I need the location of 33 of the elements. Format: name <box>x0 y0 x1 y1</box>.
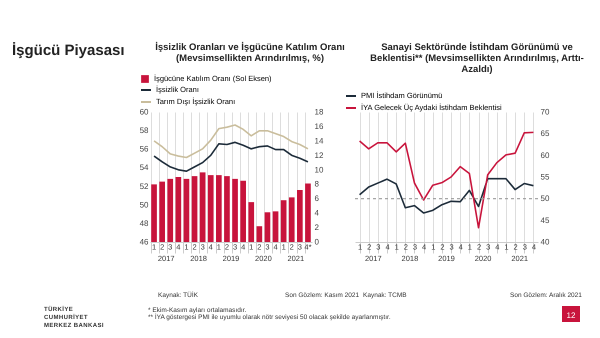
y2-tick-label: 0 <box>314 238 320 246</box>
y2-tick-label: 50 <box>540 194 550 204</box>
y-tick-label: 46 <box>140 238 150 246</box>
y2-tick-label: 14 <box>314 136 324 146</box>
chart-title: İşsizlik Oranları ve İşgücüne Katılım Oranı (Mevsimsellikten Arındırılmış, %) <box>154 42 346 64</box>
y2-tick-label: 2 <box>314 223 320 232</box>
y2-tick-label: 65 <box>540 129 550 138</box>
line-series <box>153 142 309 172</box>
line-series <box>153 124 309 158</box>
y-tick-label: 60 <box>140 108 150 116</box>
y2-tick-label: 45 <box>540 216 550 225</box>
y-tick-label: 54 <box>140 163 150 172</box>
y-tick-label: 52 <box>140 182 150 191</box>
y2-tick-label: 12 <box>314 150 324 160</box>
text: İşgücü Piyasası <box>12 42 125 59</box>
y2-tick-label: 8 <box>314 180 320 189</box>
y-tick-label: 58 <box>140 126 150 136</box>
chart-title: Sanayi Sektöründe İstihdam Görünümü ve Beklentisi** (Mevsimsellikten Arındırılmış, Arttı-Azaldı) <box>369 42 585 75</box>
line-series <box>358 178 534 214</box>
y-tick-label: 50 <box>140 200 150 210</box>
y2-tick-label: 6 <box>314 194 320 204</box>
y2-tick-label: 70 <box>540 108 550 116</box>
y-tick-label: 48 <box>140 218 150 228</box>
y2-tick-label: 10 <box>314 165 324 174</box>
y2-tick-label: 4 <box>314 208 320 218</box>
y2-tick-label: 40 <box>540 238 550 246</box>
y-tick-label: 56 <box>140 144 150 154</box>
y2-tick-label: 55 <box>540 172 550 182</box>
text: 12 <box>566 311 576 320</box>
y2-tick-label: 18 <box>314 108 324 116</box>
y2-tick-label: 16 <box>314 122 324 131</box>
y2-tick-label: 60 <box>540 150 550 160</box>
line-series <box>358 132 534 228</box>
